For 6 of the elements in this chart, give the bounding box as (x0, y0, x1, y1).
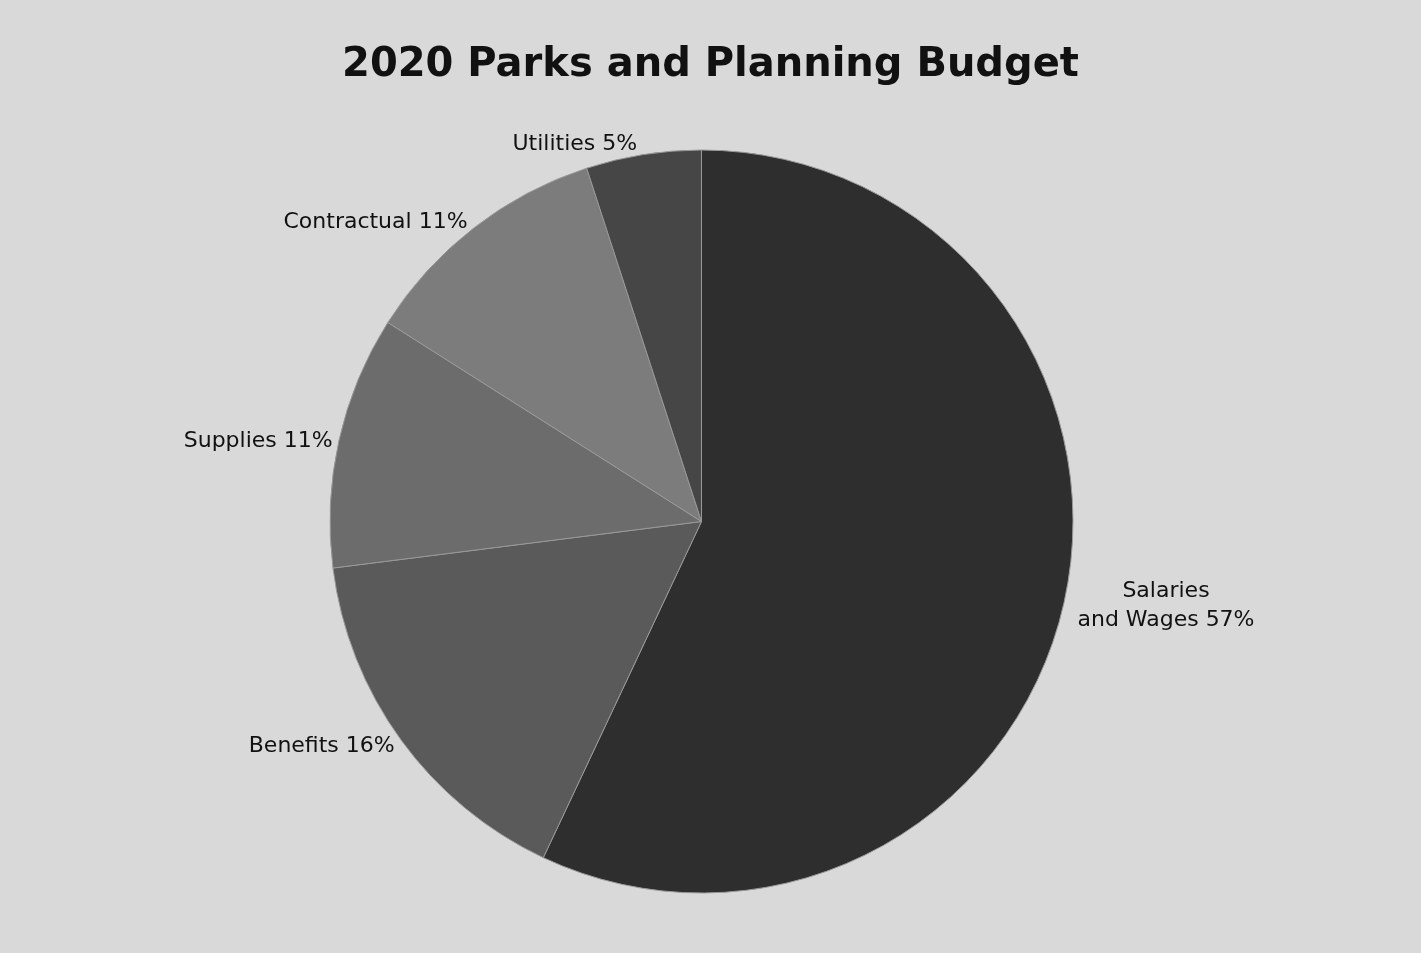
chart-title: 2020 Parks and Planning Budget (342, 38, 1079, 85)
slice-label: Supplies 11% (183, 427, 333, 453)
slice-label: Utilities 5% (512, 129, 638, 155)
slice-label: Contractual 11% (283, 207, 468, 233)
slice-label: Salaries and Wages 57% (1077, 577, 1255, 631)
slice-label: Benefits 16% (248, 731, 395, 757)
